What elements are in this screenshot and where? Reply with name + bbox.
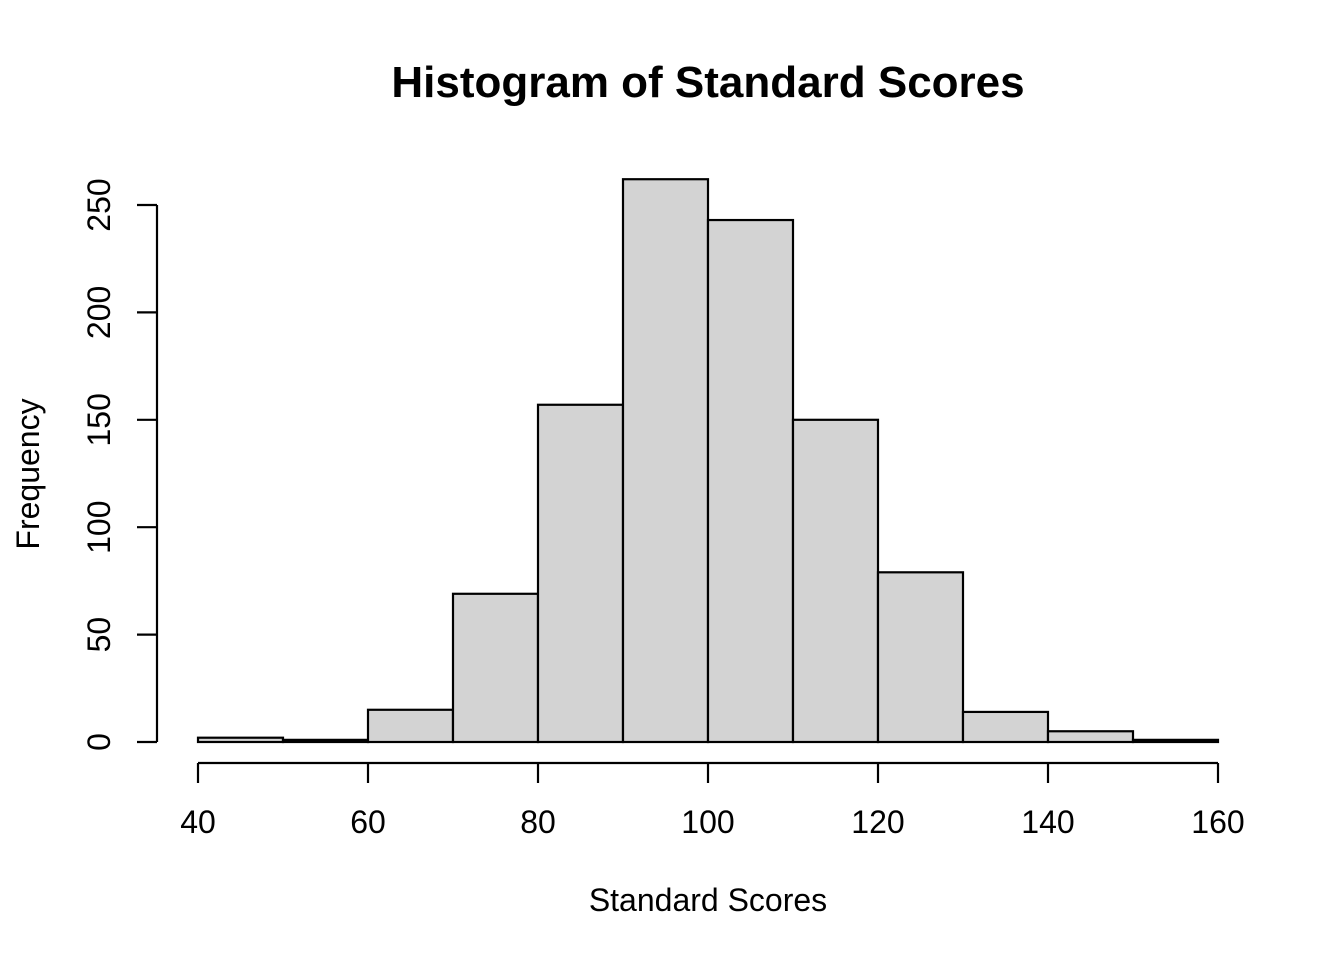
x-tick-label: 60 [350, 804, 386, 840]
y-tick-label: 50 [81, 617, 117, 653]
y-tick-label: 200 [81, 286, 117, 339]
histogram-bar [366, 708, 455, 744]
x-tick-label: 140 [1021, 804, 1074, 840]
y-tick-label: 250 [81, 178, 117, 231]
histogram-bar [876, 571, 965, 744]
x-tick-label: 100 [681, 804, 734, 840]
x-tick-label: 80 [520, 804, 556, 840]
histogram-bar [536, 403, 625, 744]
histogram-bar [791, 418, 880, 744]
histogram-bar [1131, 738, 1220, 744]
histogram-bar [621, 178, 710, 744]
histogram-bar [706, 218, 795, 744]
histogram-bar [451, 592, 540, 744]
x-tick-label: 120 [851, 804, 904, 840]
histogram-bar [196, 736, 285, 744]
histogram-bar [281, 738, 370, 744]
x-tick-label: 160 [1191, 804, 1244, 840]
histogram-bar [1046, 730, 1135, 744]
histogram-bar [961, 710, 1050, 744]
x-axis-title: Standard Scores [588, 882, 828, 918]
y-tick-label: 0 [81, 733, 117, 751]
x-tick-label: 40 [180, 804, 216, 840]
chart-title: Histogram of Standard Scores [391, 58, 1025, 107]
y-tick-label: 150 [81, 393, 117, 446]
y-tick-label: 100 [81, 501, 117, 554]
